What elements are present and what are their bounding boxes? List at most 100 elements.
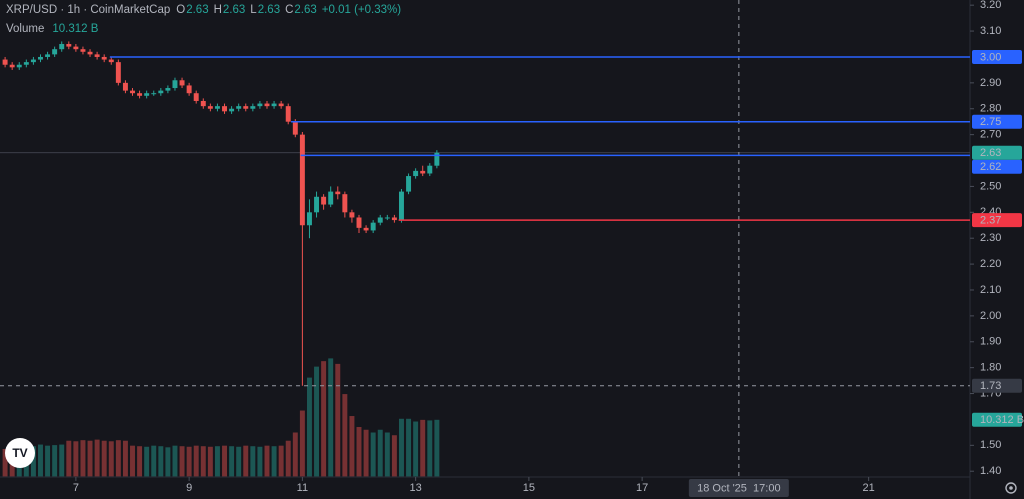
crosshair-price-label: 1.73 [980,380,1001,392]
volume-bar [122,440,128,477]
ohlc-value: 2.63 [258,4,280,16]
volume-axis-label: 10.312 B [980,414,1024,426]
volume-bar [391,435,397,477]
volume-bar [250,446,256,477]
volume-bar [384,432,390,477]
candle-body [144,93,150,96]
volume-bar [413,421,419,477]
level-label: 2.75 [980,116,1001,128]
candle-body [115,62,121,83]
volume-bar [349,416,355,477]
volume-bar [222,445,227,477]
volume-bar [108,441,114,477]
level-label-box [972,159,1022,174]
x-tick-label: 11 [297,482,308,494]
candle-body [236,106,242,109]
candle-body [122,82,128,91]
candle-body [306,212,312,226]
volume-bar [130,445,135,477]
candle-body [45,54,51,57]
candle-body [328,191,334,205]
candle-body [434,152,440,166]
level-label: 2.37 [980,214,1001,226]
volume-bar [257,446,263,477]
volume-bar [370,432,376,477]
y-tick-label: 1.50 [980,439,1001,451]
candle-body [406,176,412,192]
volume-bar [328,358,334,477]
volume-bar [30,446,36,477]
candle-body [243,106,249,109]
candle-body [292,121,298,135]
candle-body [314,196,320,213]
level-label-box [972,49,1022,64]
candle-body [285,106,291,122]
candle-body [30,59,36,63]
tv-logo: TV [5,438,35,468]
y-tick-label: 2.90 [980,77,1001,89]
volume-bar [80,440,86,477]
ohlc-value: 2.63 [294,4,316,16]
candle-body [229,108,235,112]
volume-bar [151,445,157,477]
volume-axis-label-box [972,412,1022,427]
ohlc-value: 2.63 [186,4,208,16]
candle-body [214,106,220,109]
y-tick-label: 2.10 [980,284,1001,296]
candle-body [59,44,65,50]
candle-body [158,90,164,94]
ohlc-letter: C [285,4,293,16]
volume-bar [314,366,320,477]
y-tick-label: 3.10 [980,25,1001,37]
candle-body [335,191,341,195]
y-tick-label: 2.70 [980,129,1001,141]
y-tick-label: 1.40 [980,465,1001,477]
candle-body [299,134,305,226]
candle-body [398,191,404,221]
last-price-label-box [972,145,1022,160]
volume-bar [236,446,242,477]
volume-bar [398,418,404,477]
volume-bar [243,445,249,477]
chart-title: XRP/USD · 1h · CoinMarketCap [6,4,170,16]
volume-bar [363,429,369,477]
x-tick-label: 21 [863,482,875,494]
volume-bar [292,432,298,477]
candle-body [207,106,213,109]
candle-body [108,59,114,63]
candle-body [271,103,277,107]
candle-body [427,165,433,174]
candle-body [349,212,355,218]
header: XRP/USD · 1h · CoinMarketCap O2.63 H2.63 L2… [6,4,401,16]
settings-icon[interactable] [1005,482,1017,494]
y-tick-label: 3.20 [980,0,1001,11]
candle-body [377,217,383,223]
level-label: 3.00 [980,51,1001,63]
volume-bar [271,446,277,477]
volume-bar [229,446,235,477]
volume-bar [158,446,164,477]
volume-bar [193,445,199,477]
volume-bar [87,440,93,477]
candle-body [87,51,93,55]
volume-bar [52,445,58,477]
candle-body [23,62,29,65]
volume-bar [186,446,192,477]
volume-bar [306,377,312,477]
x-tick-label: 7 [73,482,79,494]
y-tick-label: 2.20 [980,258,1001,270]
candle-body [130,90,135,94]
volume-bar [299,410,305,477]
volume-bar [321,361,327,477]
ohlc-letter: O [176,4,185,16]
candle-body [222,106,227,112]
y-tick-label: 1.80 [980,362,1001,374]
candle-body [9,64,15,68]
candle-body [342,194,348,213]
candle-body [16,64,22,68]
y-tick-label: 2.50 [980,180,1001,192]
volume-bar [264,445,270,477]
candle-body [165,88,171,91]
candle-body [80,49,86,52]
